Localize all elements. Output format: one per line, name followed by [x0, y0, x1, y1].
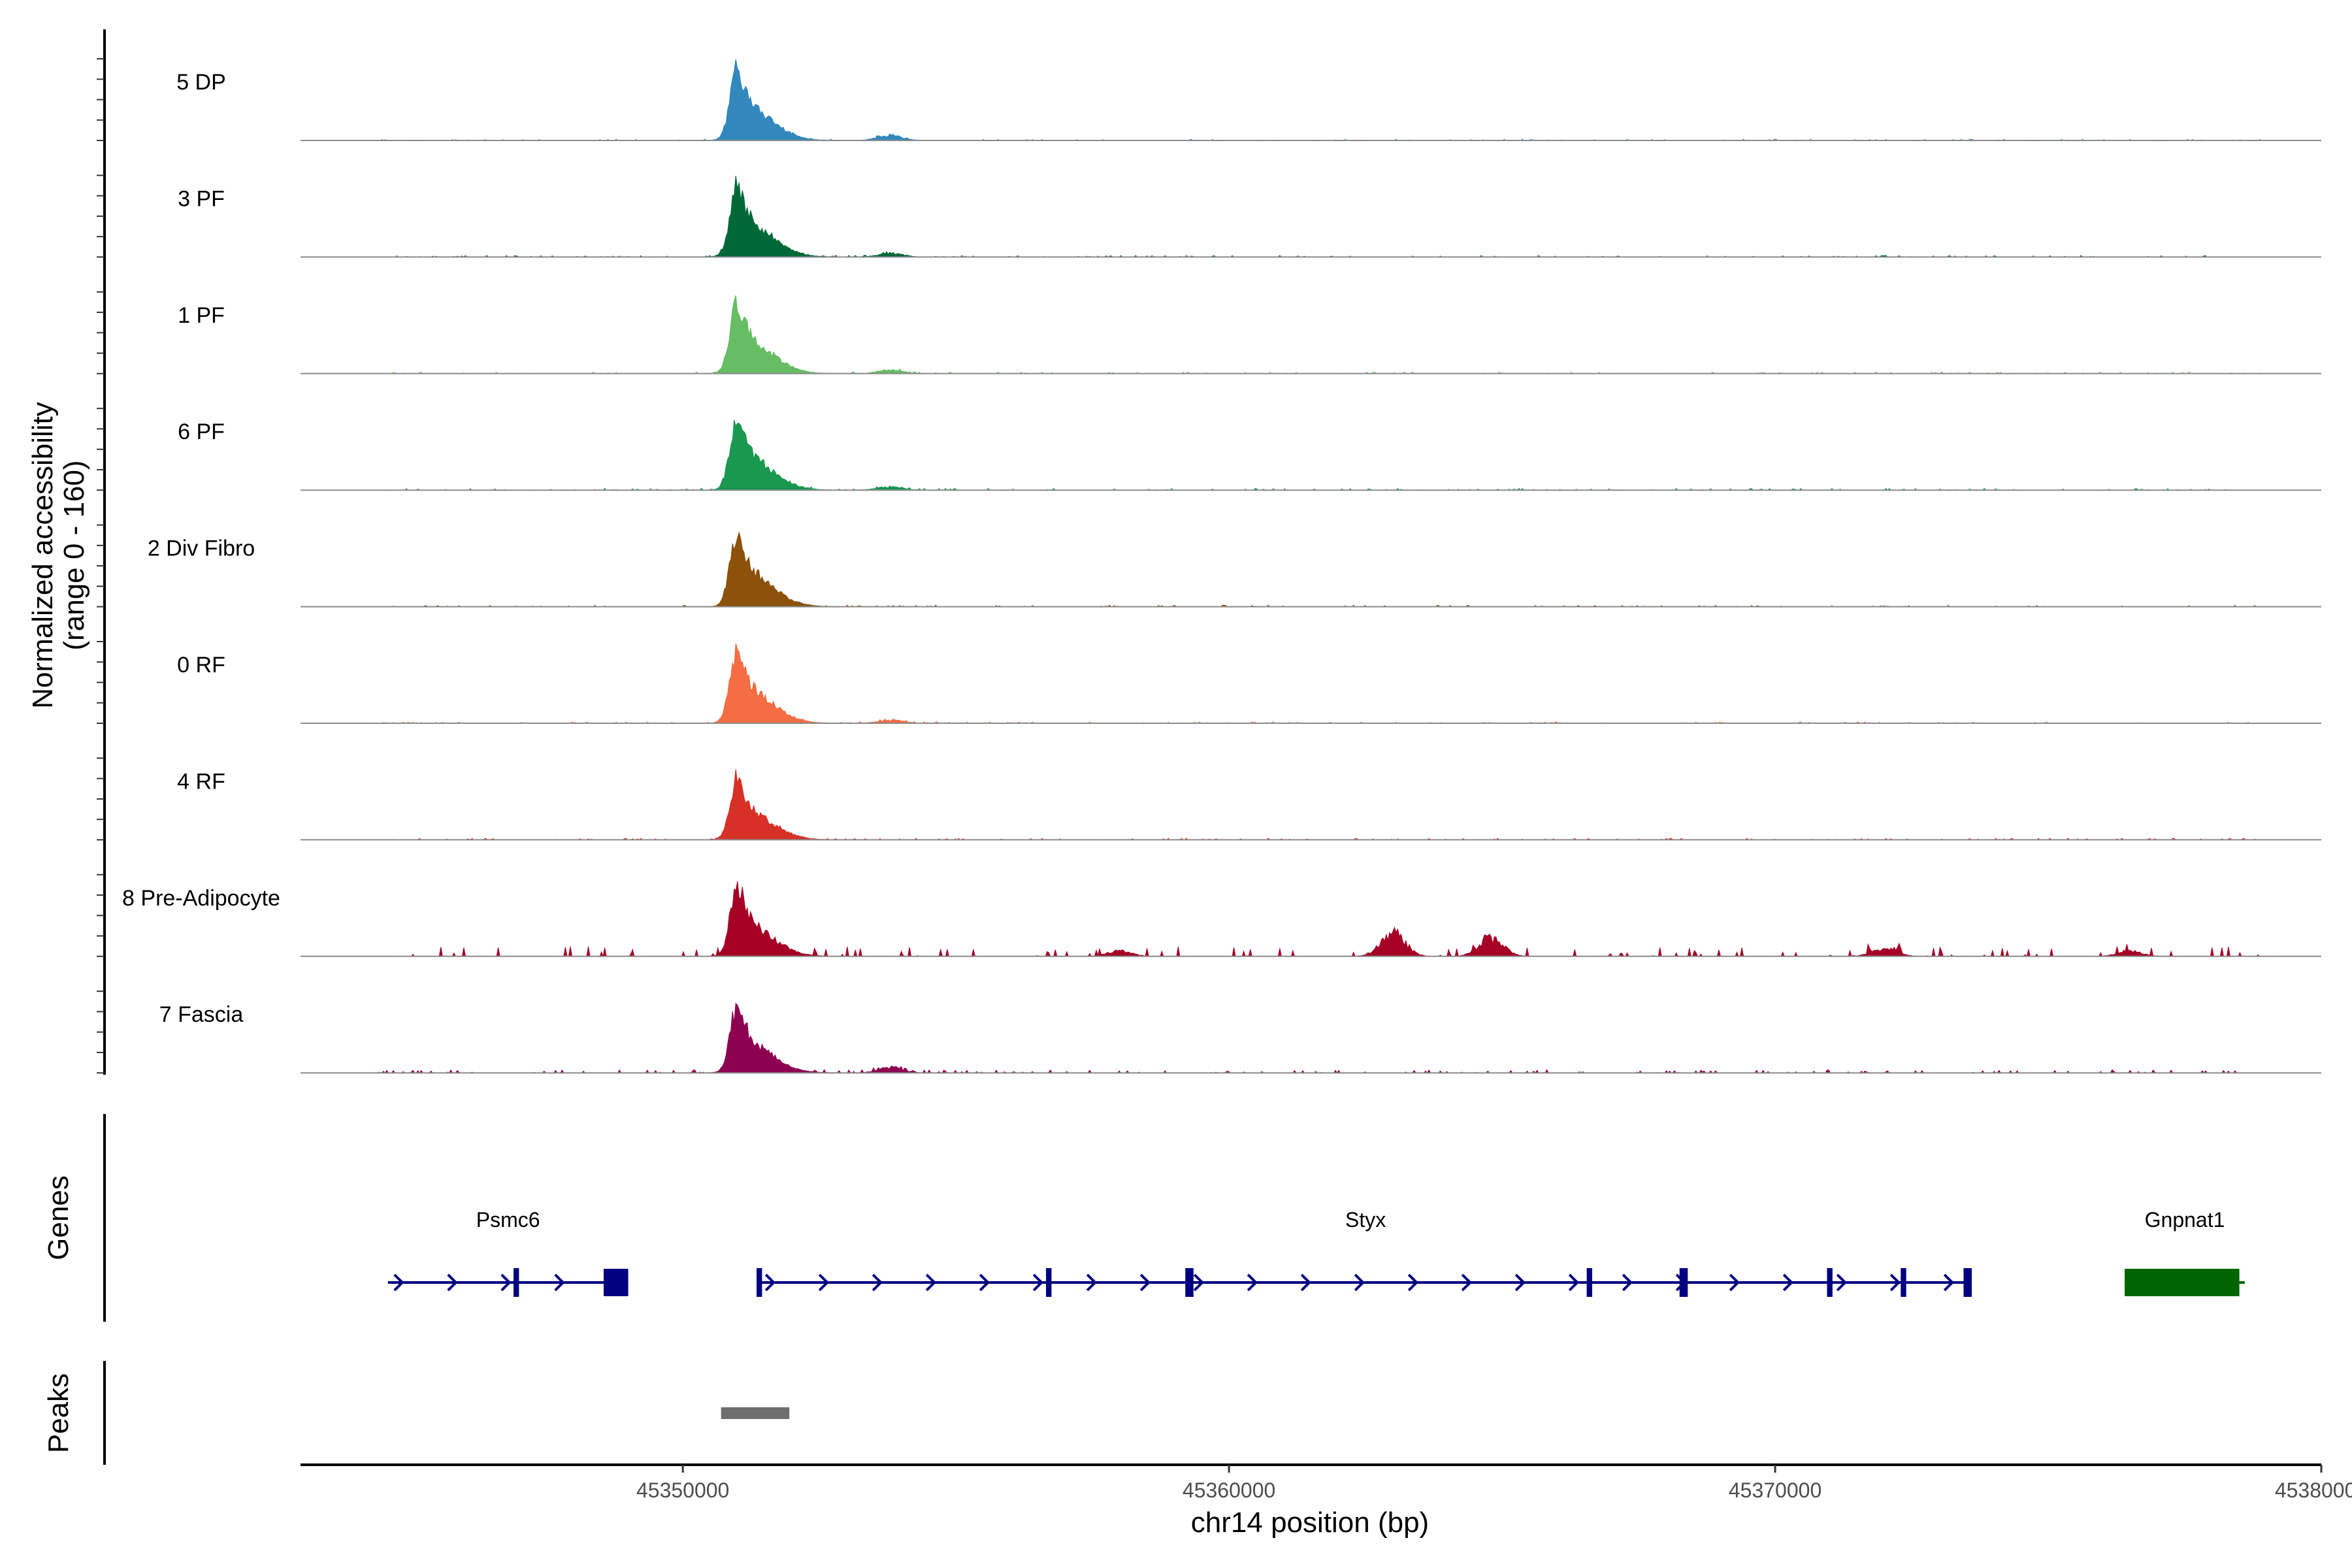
track-0: 5 DP — [176, 59, 2321, 141]
exon — [1679, 1268, 1688, 1297]
x-axis-title: chr14 position (bp) — [1191, 1507, 1429, 1539]
gene-label: Gnpnat1 — [2145, 1208, 2225, 1232]
x-tick-label: 45380000 — [2275, 1478, 2352, 1502]
track-8: 7 Fascia — [159, 1002, 2321, 1074]
x-axis: 45350000 45360000 45370000 45380000 — [301, 1463, 2352, 1502]
peak — [721, 1407, 790, 1419]
strand-arrow — [1032, 1273, 1044, 1292]
strand-arrow — [393, 1273, 404, 1292]
strand-arrow — [1568, 1273, 1580, 1292]
coverage-area — [377, 176, 2262, 258]
track-label: 0 RF — [177, 653, 225, 678]
coverage-area — [377, 295, 2262, 374]
strand-arrow — [1514, 1273, 1526, 1292]
strand-arrow — [1943, 1273, 1955, 1292]
strand-arrow — [1407, 1273, 1419, 1292]
exon — [1586, 1268, 1593, 1297]
track-7: 8 Pre-Adipocyte — [122, 881, 2321, 958]
track-label: 1 PF — [178, 303, 225, 328]
strand-arrow — [500, 1273, 512, 1292]
exon — [514, 1268, 519, 1297]
coverage-area — [376, 1002, 2261, 1074]
strand-arrow — [1461, 1273, 1473, 1292]
strand-arrow — [1622, 1273, 1633, 1292]
coverage-area — [377, 419, 2261, 491]
strand-arrow — [764, 1273, 776, 1292]
track-label: 7 Fascia — [159, 1002, 244, 1027]
exon — [757, 1268, 762, 1297]
strand-arrow — [1247, 1273, 1258, 1292]
exon — [1185, 1268, 1194, 1297]
x-tick-label: 45370000 — [1729, 1478, 1821, 1502]
y-axis-range: (range 0 - 160) — [58, 460, 90, 650]
exon — [1827, 1268, 1833, 1297]
track-4: 2 Div Fibro — [148, 531, 2321, 608]
track-3: 6 PF — [178, 419, 2321, 491]
exon — [1963, 1268, 1972, 1297]
coverage-area — [377, 643, 2261, 724]
strand-arrow — [1729, 1273, 1740, 1292]
coverage-area — [376, 531, 2261, 608]
track-label: 2 Div Fibro — [148, 536, 255, 561]
track-label: 6 PF — [178, 419, 225, 444]
strand-arrow — [1354, 1273, 1365, 1292]
track-6: 4 RF — [177, 769, 2321, 841]
strand-arrow — [1086, 1273, 1098, 1292]
gene-label: Styx — [1345, 1208, 1386, 1232]
track-label: 8 Pre-Adipocyte — [122, 886, 280, 911]
x-tick-label: 45350000 — [636, 1478, 729, 1502]
y-axis — [97, 29, 106, 1075]
peaks-axis-title: Peaks — [42, 1373, 74, 1453]
strand-arrow — [1782, 1273, 1794, 1292]
strand-arrow — [554, 1273, 565, 1292]
track-5: 0 RF — [177, 643, 2321, 724]
coverage-tracks: 5 DP 3 PF 1 PF 6 PF 2 Div Fibro 0 RF 4 RF 8 Pre… — [122, 59, 2321, 1074]
exon — [1046, 1268, 1052, 1297]
strand-arrow — [1836, 1273, 1848, 1292]
gene-styx: Styx — [757, 1208, 1972, 1297]
track-1: 3 PF — [178, 176, 2321, 258]
track-2: 1 PF — [178, 295, 2321, 374]
strand-arrow — [1300, 1273, 1312, 1292]
strand-arrow — [872, 1273, 883, 1292]
track-label: 5 DP — [176, 70, 226, 95]
x-tick-label: 45360000 — [1183, 1478, 1275, 1502]
strand-arrow — [1889, 1273, 1901, 1292]
coverage-area — [377, 769, 2261, 841]
coverage-area — [377, 881, 2261, 958]
gene-gnpnat1: Gnpnat1 — [2125, 1208, 2245, 1296]
gene-label: Psmc6 — [476, 1208, 540, 1232]
coverage-area — [377, 59, 2262, 141]
strand-arrow — [1193, 1273, 1205, 1292]
strand-arrow — [1139, 1273, 1151, 1292]
peak-track — [721, 1407, 790, 1419]
exon — [2125, 1269, 2240, 1296]
strand-arrow — [979, 1273, 990, 1292]
strand-arrow — [925, 1273, 937, 1292]
strand-arrow — [818, 1273, 830, 1292]
exon — [603, 1269, 629, 1296]
exon — [1901, 1268, 1906, 1297]
gene-psmc6: Psmc6 — [387, 1208, 629, 1297]
track-label: 4 RF — [177, 769, 225, 794]
genes-axis-title: Genes — [42, 1175, 74, 1260]
strand-arrow — [447, 1273, 458, 1292]
track-label: 3 PF — [178, 186, 225, 211]
gene-track: Psmc6 Styx Gnpnat1 — [387, 1208, 2245, 1297]
y-axis-title: Normalized accessibility — [27, 402, 59, 708]
